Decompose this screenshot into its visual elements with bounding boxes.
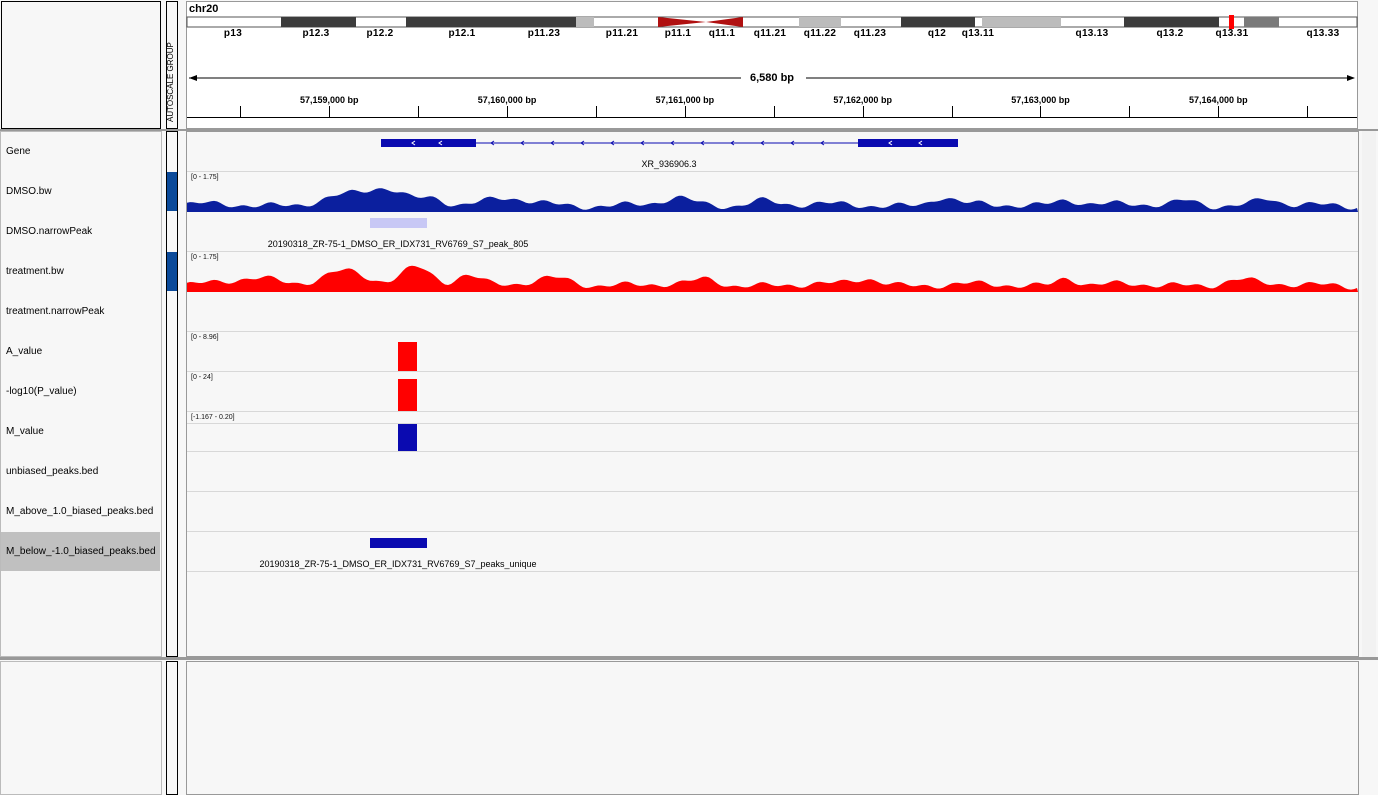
track-name-treatment-bw[interactable]: treatment.bw bbox=[6, 266, 64, 277]
header-attribute-panel bbox=[166, 1, 178, 129]
ideogram-band-q13-13: q13.13 bbox=[1075, 28, 1109, 39]
ideogram-band-p12-3: p12.3 bbox=[302, 28, 330, 39]
ruler-tick-label: 57,161,000 bp bbox=[655, 95, 715, 105]
track-data-panel bbox=[186, 131, 1359, 657]
m-value-bar[interactable] bbox=[398, 424, 417, 451]
track-name-dmso-bw[interactable]: DMSO.bw bbox=[6, 186, 52, 197]
ruler-major-tick bbox=[1218, 106, 1220, 117]
ruler-minor-tick bbox=[951, 106, 953, 117]
ideogram-band-labels: p13 p12.3 p12.2 p12.1 p11.23 p11.21 p11.1 q11.1… bbox=[186, 0, 1358, 40]
bottom-attribute-panel bbox=[166, 661, 178, 795]
m-below-biased-peak-label: 20190318_ZR-75-1_DMSO_ER_IDX731_RV6769_S… bbox=[259, 559, 537, 569]
log10-p-value-scale: [0 - 24] bbox=[191, 374, 213, 381]
dmso-bw-scale: [0 - 1.75] bbox=[191, 174, 219, 181]
track-panel-divider bbox=[0, 129, 1378, 131]
ruler-tick-label: 57,163,000 bp bbox=[1011, 95, 1070, 105]
ideogram-band-q13-2: q13.2 bbox=[1156, 28, 1184, 39]
ideogram-band-q13-33: q13.33 bbox=[1306, 28, 1340, 39]
ruler-ticks: 57,159,000 bp 57,160,000 bp 57,161,000 bp 5… bbox=[186, 0, 1358, 130]
dmso-bw-signal[interactable] bbox=[187, 172, 1358, 212]
ideogram[interactable] bbox=[186, 15, 1358, 29]
a-value-scale: [0 - 8.96] bbox=[191, 334, 219, 341]
track-name-m-above-biased-peaks[interactable]: M_above_1.0_biased_peaks.bed bbox=[6, 506, 154, 517]
track-attribute-panel bbox=[166, 131, 178, 657]
ruler-major-tick bbox=[507, 106, 509, 117]
ruler-minor-tick bbox=[773, 106, 775, 117]
dmso-narrowpeak-feature[interactable] bbox=[370, 218, 427, 228]
ideogram-band-p11-1: p11.1 bbox=[664, 28, 692, 39]
ideogram-band-p11-21: p11.21 bbox=[605, 28, 639, 39]
header-name-panel bbox=[1, 1, 161, 129]
ruler-tick-label: 57,164,000 bp bbox=[1189, 95, 1248, 105]
ruler-minor-tick bbox=[1307, 106, 1309, 117]
attribute-cell-dmso[interactable] bbox=[167, 172, 177, 211]
ruler-major-tick bbox=[862, 106, 864, 117]
track-name-dmso-narrowpeak[interactable]: DMSO.narrowPeak bbox=[6, 226, 93, 237]
ideogram-band-q13-31: q13.31 bbox=[1215, 28, 1249, 39]
ruler-tick-label: 57,159,000 bp bbox=[299, 95, 359, 105]
ruler-minor-tick bbox=[595, 106, 597, 117]
track-name-unbiased-peaks[interactable]: unbiased_peaks.bed bbox=[6, 466, 99, 477]
ideogram-band-q13-11: q13.11 bbox=[961, 28, 995, 39]
treatment-bw-scale: [0 - 1.75] bbox=[191, 254, 219, 261]
m-value-scale: [-1.167 - 0.20] bbox=[191, 414, 235, 421]
track-name-a-value[interactable]: A_value bbox=[6, 346, 43, 357]
ruler-major-tick bbox=[329, 106, 331, 117]
gene-name-label: XR_936906.3 bbox=[641, 159, 697, 169]
ruler-minor-tick bbox=[418, 106, 420, 117]
ideogram-band-p12-1: p12.1 bbox=[448, 28, 476, 39]
selected-track-highlight bbox=[1, 532, 160, 571]
ruler-minor-tick bbox=[1129, 106, 1131, 117]
a-value-bar[interactable] bbox=[398, 342, 417, 371]
track-name-m-value[interactable]: M_value bbox=[6, 426, 44, 437]
ideogram-band-q11-22: q11.22 bbox=[803, 28, 837, 39]
log10-p-value-bar[interactable] bbox=[398, 379, 417, 411]
ruler-major-tick bbox=[1040, 106, 1042, 117]
chromosome-name: chr20 bbox=[189, 3, 219, 15]
track-name-treatment-narrowpeak[interactable]: treatment.narrowPeak bbox=[6, 306, 105, 317]
ideogram-band-q12: q12 bbox=[927, 28, 947, 39]
ruler-tick-label: 57,162,000 bp bbox=[833, 95, 892, 105]
ruler-span-arrow bbox=[189, 75, 1355, 81]
ideogram-band-q11-23: q11.23 bbox=[853, 28, 887, 39]
bottom-name-panel bbox=[0, 661, 162, 795]
ideogram-band-p11-23: p11.23 bbox=[527, 28, 561, 39]
ruler[interactable]: 6,580 bp bbox=[186, 60, 1358, 125]
track-name-m-below-biased-peaks[interactable]: M_below_-1.0_biased_peaks.bed bbox=[6, 546, 156, 557]
ruler-major-tick bbox=[684, 106, 686, 117]
ruler-tick-label: 57,160,000 bp bbox=[477, 95, 537, 105]
treatment-bw-signal[interactable] bbox=[187, 252, 1358, 292]
track-name-log10-p-value[interactable]: -log10(P_value) bbox=[6, 386, 77, 397]
vertical-scrollbar[interactable] bbox=[1362, 131, 1376, 657]
track-name-gene[interactable]: Gene bbox=[6, 146, 31, 157]
ruler-minor-tick bbox=[240, 106, 242, 117]
m-below-biased-peak-feature[interactable] bbox=[370, 538, 427, 548]
bottom-panel-divider bbox=[0, 657, 1378, 660]
ideogram-band-p13: p13 bbox=[223, 28, 243, 39]
gene-model-XR_936906[interactable] bbox=[186, 136, 1358, 150]
ruler-span-label: 6,580 bp bbox=[749, 72, 795, 84]
dmso-narrowpeak-label: 20190318_ZR-75-1_DMSO_ER_IDX731_RV6769_S… bbox=[267, 239, 529, 249]
ruler-baseline bbox=[187, 117, 1357, 118]
ideogram-band-q11-21: q11.21 bbox=[753, 28, 787, 39]
ideogram-band-q11-1: q11.1 bbox=[708, 28, 736, 39]
ideogram-band-p12-2: p12.2 bbox=[366, 28, 394, 39]
track-name-panel bbox=[0, 131, 162, 657]
bottom-data-panel bbox=[186, 661, 1359, 795]
attribute-cell-treatment[interactable] bbox=[167, 252, 177, 291]
autoscale-group-label: AUTOSCALE GROUP bbox=[166, 42, 175, 122]
